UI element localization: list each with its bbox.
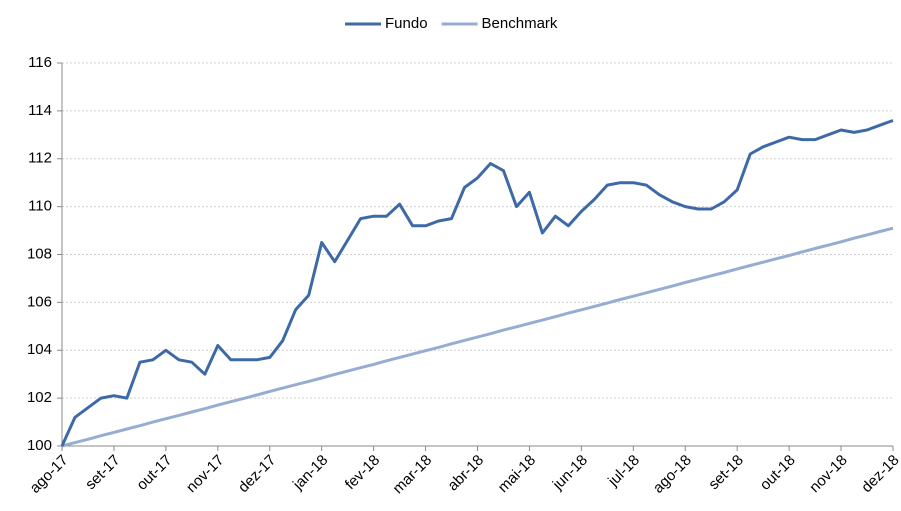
x-tick-label: set-17 bbox=[82, 452, 124, 494]
y-tick-label: 104 bbox=[27, 341, 52, 358]
series-line bbox=[61, 226, 894, 448]
legend-label: Fundo bbox=[385, 15, 428, 32]
x-tick-label: fev-18 bbox=[342, 452, 384, 494]
legend: Fundo Benchmark bbox=[345, 15, 558, 32]
x-tick-label: jun-18 bbox=[549, 452, 591, 494]
x-tick-label: out-17 bbox=[133, 452, 175, 494]
x-tick-label: mar-18 bbox=[390, 452, 436, 498]
x-tick-label: mai-18 bbox=[495, 452, 539, 496]
x-tick-label: set-18 bbox=[705, 452, 747, 494]
x-tick-label: nov-18 bbox=[806, 452, 850, 496]
y-tick-label: 110 bbox=[28, 198, 52, 215]
y-tick-label: 106 bbox=[27, 293, 52, 310]
x-tick-label: ago-18 bbox=[650, 452, 695, 497]
y-tick-label: 108 bbox=[27, 245, 52, 262]
x-tick-label: nov-17 bbox=[183, 452, 227, 496]
x-tick-label: jul-18 bbox=[604, 452, 643, 491]
x-tick-label: out-18 bbox=[757, 452, 799, 494]
y-tick-label: 116 bbox=[28, 54, 52, 71]
x-tick-label: ago-17 bbox=[27, 452, 72, 497]
y-tick-label: 102 bbox=[27, 389, 52, 406]
x-tick-label: jan-18 bbox=[289, 452, 331, 494]
y-tick-label: 114 bbox=[28, 102, 52, 119]
legend-label: Benchmark bbox=[482, 15, 558, 32]
x-tick-label: abr-18 bbox=[444, 452, 487, 495]
x-tick-label: dez-17 bbox=[235, 452, 279, 496]
series-line bbox=[60, 119, 894, 447]
y-tick-label: 112 bbox=[28, 150, 52, 167]
y-tick-label: 100 bbox=[27, 437, 52, 454]
x-tick-label: dez-18 bbox=[858, 452, 901, 496]
